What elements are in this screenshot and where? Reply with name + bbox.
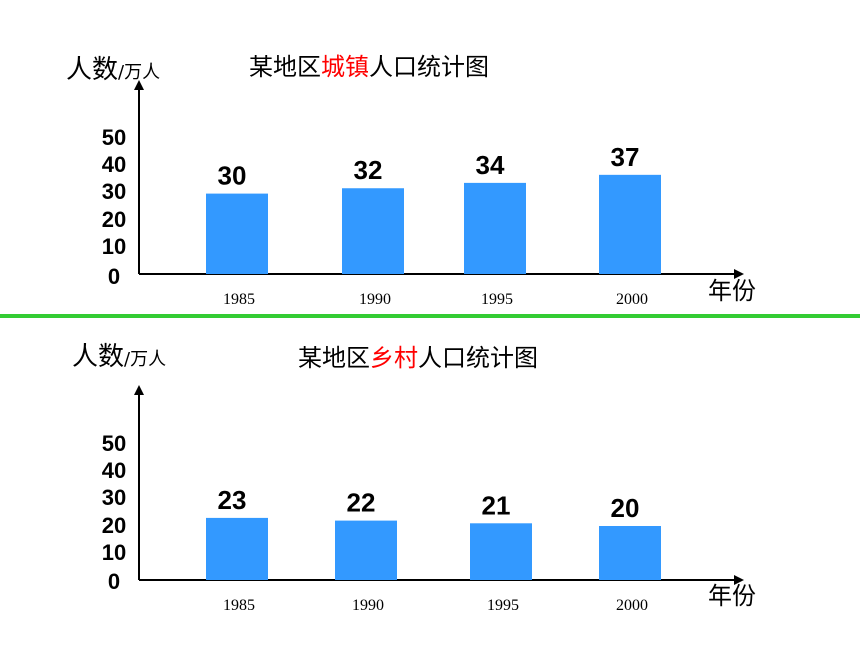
bar-1995 xyxy=(464,182,526,274)
x-axis-label: 年份 xyxy=(708,277,756,305)
y-tick-label: 20 xyxy=(102,513,126,538)
x-tick-label: 1995 xyxy=(487,597,519,614)
bar-1990 xyxy=(335,520,397,580)
title-suffix: 人口统计图 xyxy=(369,53,489,81)
bar-1985 xyxy=(206,193,268,274)
x-tick-label: 2000 xyxy=(616,597,648,614)
y-tick-label: 10 xyxy=(102,234,126,259)
data-label: 30 xyxy=(218,161,247,191)
title-prefix: 某地区 xyxy=(298,344,370,372)
chart-urban: 人数 /万人 某地区城镇人口统计图 年份 0102030405030198532… xyxy=(66,53,756,308)
data-label: 34 xyxy=(476,150,505,180)
y-tick-label: 0 xyxy=(108,264,120,289)
x-axis-label: 年份 xyxy=(708,582,756,610)
y-tick-label: 40 xyxy=(102,458,126,483)
chart-title: 某地区城镇人口统计图 xyxy=(249,53,489,81)
x-tick-label: 1990 xyxy=(352,597,384,614)
y-tick-label: 40 xyxy=(102,152,126,177)
x-tick-label: 1990 xyxy=(359,291,391,308)
data-label: 32 xyxy=(354,155,383,185)
title-suffix: 人口统计图 xyxy=(418,344,538,372)
y-axis-label: 人数 xyxy=(66,55,118,85)
bar-2000 xyxy=(599,174,661,274)
y-tick-label: 0 xyxy=(108,569,120,594)
y-axis-arrow xyxy=(134,80,144,90)
x-tick-label: 1995 xyxy=(481,291,513,308)
y-axis-label: 人数 xyxy=(72,342,124,372)
y-tick-label: 20 xyxy=(102,207,126,232)
data-label: 37 xyxy=(611,142,640,172)
bar-1995 xyxy=(470,523,532,580)
chart-rural: 人数 /万人 某地区乡村人口统计图 年份 0102030405023198522… xyxy=(72,342,756,614)
y-axis-unit: /万人 xyxy=(118,62,160,83)
y-axis-arrow xyxy=(134,385,144,395)
title-prefix: 某地区 xyxy=(249,53,321,81)
y-tick-label: 30 xyxy=(102,485,126,510)
x-axis-arrow xyxy=(734,575,744,585)
title-highlight: 城镇 xyxy=(321,53,369,81)
data-label: 23 xyxy=(218,485,247,515)
y-tick-label: 30 xyxy=(102,179,126,204)
bar-1985 xyxy=(206,517,268,580)
y-tick-label: 50 xyxy=(102,125,126,150)
x-tick-label: 1985 xyxy=(223,291,255,308)
data-label: 20 xyxy=(611,493,640,523)
data-label: 22 xyxy=(347,488,376,518)
title-highlight: 乡村 xyxy=(370,344,418,372)
y-axis-unit: /万人 xyxy=(124,349,166,370)
bar-2000 xyxy=(599,526,661,580)
bar-1990 xyxy=(342,188,404,274)
chart-title: 某地区乡村人口统计图 xyxy=(298,344,538,372)
y-tick-label: 10 xyxy=(102,540,126,565)
data-label: 21 xyxy=(482,490,511,520)
x-axis-arrow xyxy=(734,269,744,279)
x-tick-label: 2000 xyxy=(616,291,648,308)
y-tick-label: 50 xyxy=(102,431,126,456)
x-tick-label: 1985 xyxy=(223,597,255,614)
